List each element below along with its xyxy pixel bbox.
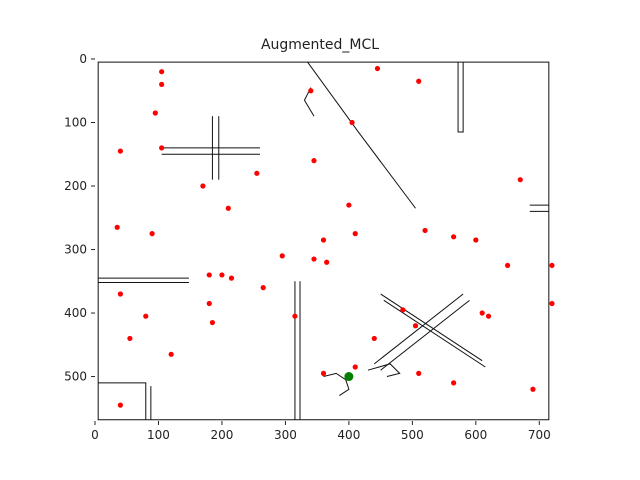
particle-point (219, 272, 225, 278)
particle-point (311, 256, 317, 262)
particle-point (473, 237, 479, 243)
particle-point (412, 323, 419, 329)
points-layer (114, 65, 555, 408)
particle-point (159, 81, 165, 88)
particle-point (117, 148, 123, 154)
map-outer-wall (97, 61, 550, 421)
particle-point (308, 88, 314, 94)
particle-point (530, 386, 536, 392)
y-tick-label: 100 (64, 116, 87, 130)
particle-point (549, 262, 555, 269)
x-tick-label: 700 (528, 428, 551, 442)
map-layer (97, 61, 550, 421)
particle-point (152, 110, 158, 116)
particle-point (225, 205, 231, 211)
x-tick-label: 400 (337, 428, 360, 442)
map-obstacle (98, 382, 147, 420)
y-tick-label: 500 (64, 370, 87, 384)
map-obstacle (383, 299, 486, 368)
map-obstacle (380, 293, 483, 362)
particle-point (416, 370, 422, 376)
y-tick-label: 300 (64, 243, 87, 257)
x-tick-label: 0 (91, 428, 99, 442)
particle-point (485, 313, 492, 319)
particle-point (206, 272, 212, 278)
particle-point (374, 65, 381, 72)
x-tick-label: 300 (274, 428, 297, 442)
robot-position-point (344, 372, 354, 382)
particle-point (114, 224, 120, 230)
particle-point (311, 158, 317, 164)
particle-point (517, 177, 523, 183)
y-tick-label: 0 (79, 52, 87, 66)
particle-point (451, 380, 457, 386)
map-obstacle (380, 299, 470, 371)
particle-point (349, 119, 355, 126)
particle-point (149, 231, 155, 237)
chart-title: Augmented_MCL (261, 37, 379, 53)
x-tick-label: 600 (464, 428, 487, 442)
y-tick-label: 200 (64, 179, 87, 193)
particle-point (260, 285, 266, 291)
particle-point (200, 183, 206, 189)
map-obstacle (367, 363, 401, 378)
particle-point (206, 300, 212, 307)
particle-point (209, 319, 216, 326)
ticks-layer: 0 100 200 300 400 500 600 700 0 100 200 300 400 500 (64, 52, 551, 442)
map-obstacle (307, 61, 416, 209)
particle-point (279, 253, 285, 259)
x-tick-label: 200 (210, 428, 233, 442)
particle-point (352, 231, 358, 237)
particle-point (346, 202, 352, 208)
particle-point (504, 262, 511, 269)
x-tick-label: 500 (401, 428, 424, 442)
particle-point (168, 351, 174, 357)
particle-point (416, 78, 422, 84)
particle-point (292, 313, 298, 319)
particle-point (228, 275, 235, 281)
particle-point (320, 370, 327, 376)
particle-point (254, 170, 260, 176)
particle-point (143, 313, 149, 319)
particle-point (117, 402, 123, 408)
x-tick-label: 100 (147, 428, 170, 442)
particle-point (549, 300, 555, 307)
particle-point (117, 291, 123, 297)
particle-point (400, 307, 406, 313)
particle-point (127, 335, 133, 342)
particle-point (371, 335, 377, 342)
particle-point (320, 237, 327, 243)
y-tick-label: 400 (64, 306, 87, 320)
particle-point (479, 310, 485, 316)
particle-point (451, 234, 457, 240)
particle-point (422, 227, 428, 234)
map-obstacle (457, 62, 464, 133)
map-obstacle (373, 293, 464, 365)
particle-point (324, 259, 330, 265)
particle-point (159, 145, 165, 151)
particle-point (352, 364, 358, 370)
particle-point (159, 69, 165, 75)
